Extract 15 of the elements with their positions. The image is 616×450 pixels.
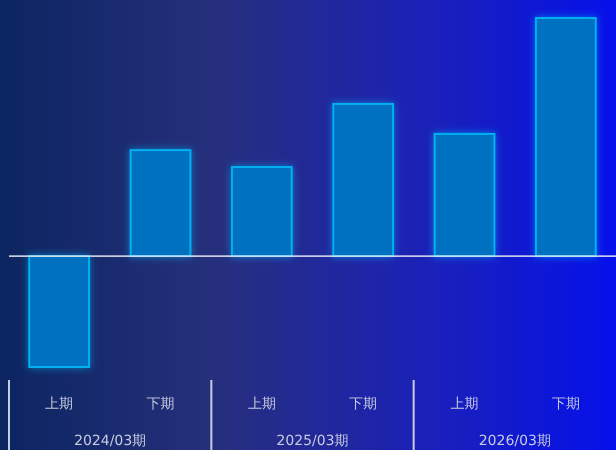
bar <box>434 132 496 258</box>
text: 2025/03期 <box>276 433 349 449</box>
x-tick-label: 下期 <box>349 396 378 412</box>
x-tick-label: 上期 <box>45 396 74 412</box>
bar <box>130 149 192 258</box>
bar <box>332 102 394 258</box>
x-tick-label: 上期 <box>450 396 479 412</box>
x-tick-label: 上期 <box>248 396 276 412</box>
bar <box>230 166 293 258</box>
x-tick-label: 下期 <box>146 396 174 412</box>
x-tick-label: 下期 <box>552 396 580 412</box>
text: 2026/03期 <box>478 433 551 449</box>
text: 2024/03期 <box>74 433 146 449</box>
bar <box>534 17 597 258</box>
bar <box>28 255 90 368</box>
